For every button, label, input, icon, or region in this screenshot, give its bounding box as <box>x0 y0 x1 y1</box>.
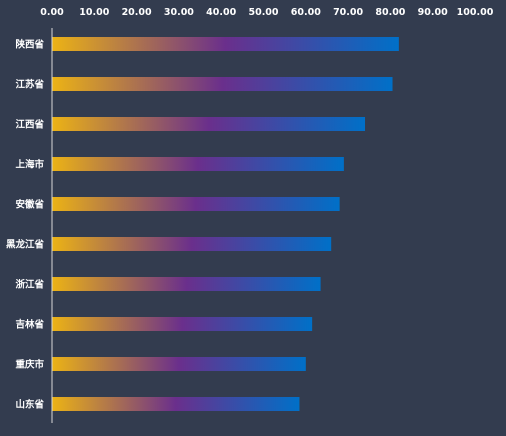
category-label: 江西省 <box>15 119 44 131</box>
category-label: 浙江省 <box>15 279 44 291</box>
x-tick-label: 70.00 <box>333 7 363 18</box>
bar <box>52 397 300 411</box>
category-label: 陕西省 <box>15 39 44 51</box>
category-label: 江苏省 <box>15 79 44 91</box>
bars-group <box>52 37 399 411</box>
bar <box>52 77 393 91</box>
x-tick-label: 100.00 <box>457 7 494 18</box>
bar <box>52 317 313 331</box>
bar <box>52 357 306 371</box>
category-label: 山东省 <box>15 399 44 411</box>
x-tick-label: 20.00 <box>122 7 152 18</box>
bar <box>52 237 332 251</box>
bar <box>52 157 344 171</box>
bar <box>52 37 399 51</box>
category-label: 吉林省 <box>15 319 44 331</box>
bar <box>52 117 366 131</box>
x-axis-ticks: 0.00 10.00 20.00 30.00 40.00 50.00 60.00 70.00 8… <box>40 7 493 18</box>
category-label: 黑龙江省 <box>6 239 45 251</box>
x-tick-label: 40.00 <box>206 7 236 18</box>
x-tick-label: 0.00 <box>40 7 64 18</box>
x-tick-label: 60.00 <box>291 7 321 18</box>
bar <box>52 197 340 211</box>
category-label: 上海市 <box>15 159 44 171</box>
category-label: 重庆市 <box>15 359 44 371</box>
x-tick-label: 30.00 <box>164 7 194 18</box>
x-tick-label: 50.00 <box>248 7 278 18</box>
x-tick-label: 10.00 <box>79 7 109 18</box>
category-label: 安徽省 <box>15 199 44 211</box>
bar <box>52 277 321 291</box>
x-tick-label: 90.00 <box>418 7 448 18</box>
x-tick-label: 80.00 <box>375 7 405 18</box>
